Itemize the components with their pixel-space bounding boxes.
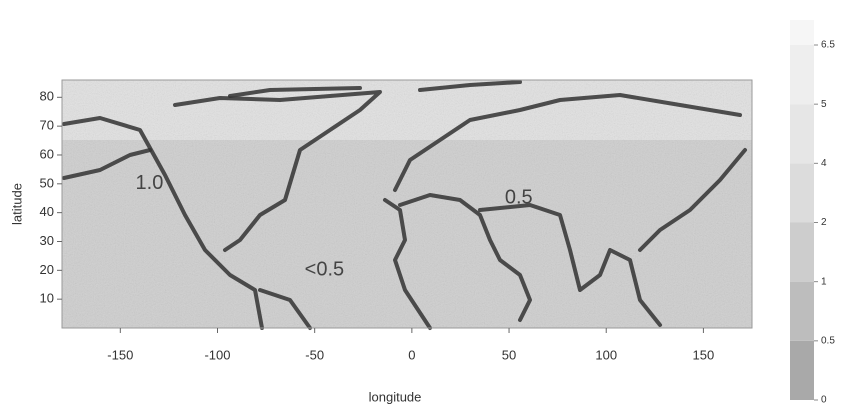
- contour-label: 0.5: [505, 187, 533, 209]
- colorbar-label: 5: [821, 99, 827, 110]
- colorbar-band: [790, 20, 814, 45]
- x-tick-label: -50: [305, 347, 324, 362]
- colorbar-label: 6.5: [821, 40, 835, 51]
- colorbar-band: [790, 282, 814, 341]
- colorbar-label: 2: [821, 217, 827, 228]
- y-axis-label: latitude: [9, 183, 24, 225]
- colorbar-label: 1: [821, 276, 827, 287]
- x-tick-label: -150: [107, 347, 133, 362]
- x-tick-label: -100: [204, 347, 230, 362]
- colorbar-band: [790, 163, 814, 222]
- colorbar-label: 4: [821, 158, 827, 169]
- x-tick-label: 100: [595, 347, 617, 362]
- colorbar-band: [790, 104, 814, 163]
- x-tick-label: 150: [693, 347, 715, 362]
- map-figure: longitude latitude -150-100-500501001501…: [0, 0, 843, 408]
- y-tick-label: 10: [40, 291, 54, 306]
- colorbar-band: [790, 45, 814, 104]
- contour-label: <0.5: [305, 259, 344, 281]
- y-tick-label: 70: [40, 118, 54, 133]
- colorbar-label: 0.5: [821, 335, 835, 346]
- x-tick-label: 50: [502, 347, 516, 362]
- x-axis-label: longitude: [369, 389, 422, 404]
- colorbar-band: [790, 341, 814, 400]
- colorbar-label: 0: [821, 395, 827, 406]
- plot-area: [62, 80, 752, 328]
- y-tick-label: 40: [40, 204, 54, 219]
- contour-label: 1.0: [136, 172, 164, 194]
- y-tick-label: 60: [40, 146, 54, 161]
- y-tick-label: 50: [40, 175, 54, 190]
- colorbar-band: [790, 223, 814, 282]
- y-tick-label: 30: [40, 233, 54, 248]
- y-tick-label: 20: [40, 262, 54, 277]
- y-tick-label: 80: [40, 89, 54, 104]
- x-tick-label: 0: [408, 347, 415, 362]
